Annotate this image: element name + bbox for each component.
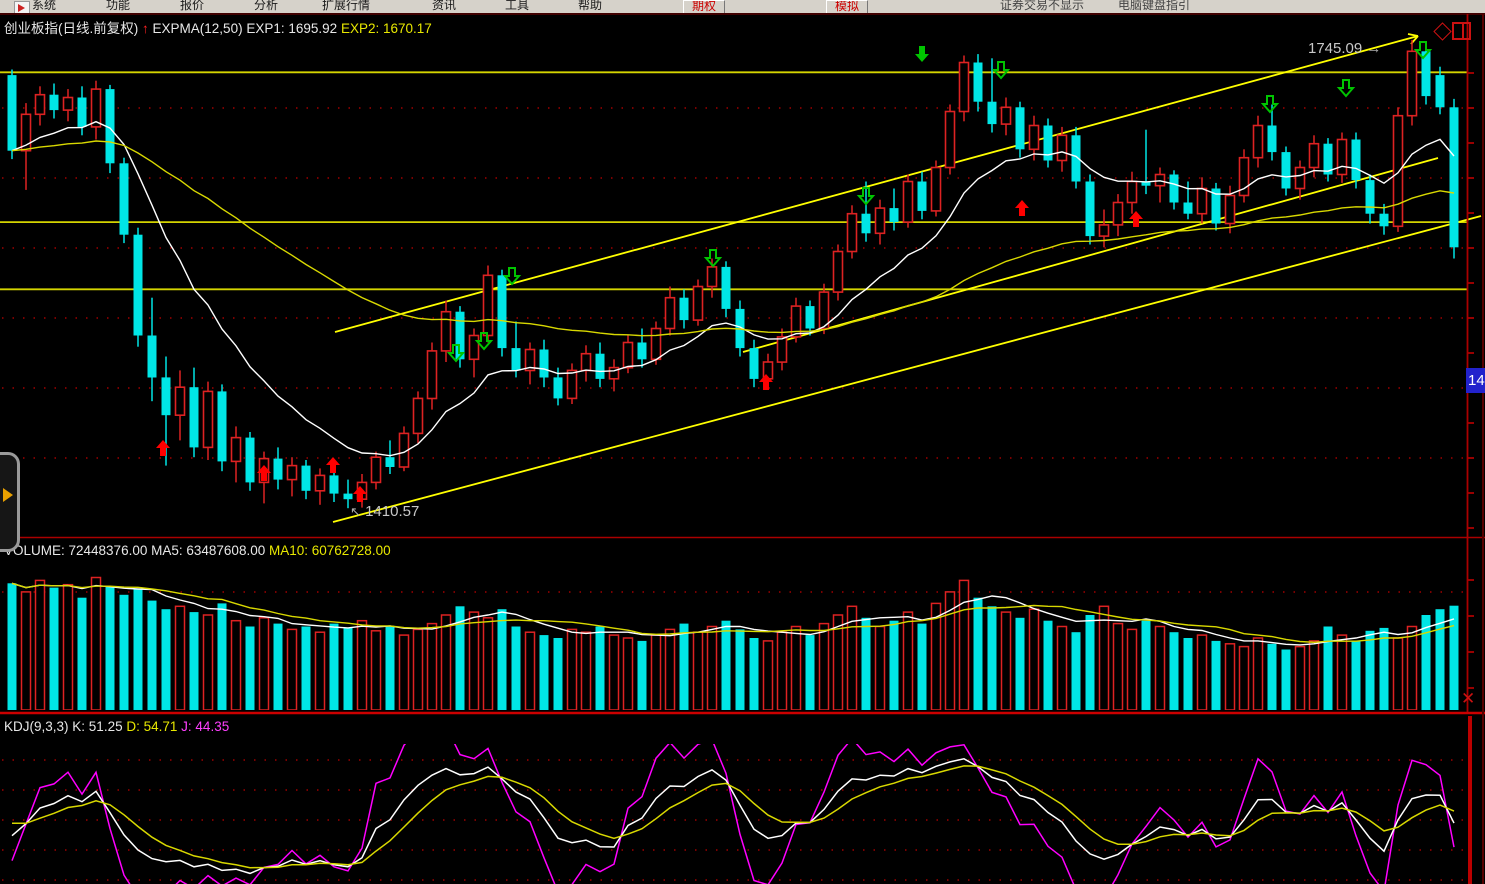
- menu-item-4[interactable]: 分析: [254, 0, 279, 12]
- sell-signal-hollow-icon: [474, 332, 494, 351]
- buy-signal-icon: [257, 465, 271, 481]
- high-price-text: 1745.09: [1308, 40, 1363, 57]
- buy-signal-icon: [1129, 211, 1143, 227]
- kdj-j-value: J: 44.35: [181, 719, 230, 734]
- symbol-title: 创业板指(日线.前复权): [4, 21, 139, 36]
- low-price-annotation: ↖ 1410.57: [350, 503, 419, 520]
- kdj-name: KDJ(9,3,3): [4, 719, 69, 734]
- sell-signal-hollow-icon: [1260, 95, 1280, 114]
- buy-signal-icon: [353, 486, 367, 502]
- buy-signal-icon: [759, 374, 773, 390]
- volume-value: VOLUME: 72448376.00: [4, 543, 148, 558]
- kdj-header: KDJ(9,3,3) K: 51.25 D: 54.71 J: 44.35: [4, 719, 229, 734]
- low-price-text: 1410.57: [365, 503, 420, 520]
- split-window-icon[interactable]: [1452, 22, 1471, 40]
- sell-signal-icon: [915, 46, 929, 62]
- menu-item-2[interactable]: 功能: [106, 0, 131, 12]
- sell-signal-hollow-icon: [856, 187, 876, 206]
- sell-signal-hollow-icon: [502, 267, 522, 286]
- sell-signal-hollow-icon: [1336, 79, 1356, 98]
- expand-left-panel-handle[interactable]: [0, 452, 20, 552]
- low-pointer-icon: ↖: [350, 504, 361, 519]
- menu-button-1[interactable]: 期权: [683, 0, 726, 13]
- exp2-value: EXP2: 1670.17: [340, 21, 432, 36]
- buy-signal-icon: [1015, 200, 1029, 216]
- sell-signal-hollow-icon: [446, 344, 466, 363]
- volume-header: VOLUME: 72448376.00 MA5: 63487608.00 MA1…: [4, 543, 391, 558]
- menu-item-8[interactable]: 帮助: [578, 0, 603, 12]
- volume-ma5-value: MA5: 63487608.00: [151, 543, 266, 558]
- kdj-lines: [11, 744, 1455, 884]
- trend-up-icon: ↑: [142, 21, 149, 36]
- volume-bars: [7, 576, 1459, 710]
- high-price-annotation: 1745.09 →: [1308, 40, 1381, 57]
- menu-bar: 系统 功能 报价 分析 扩展行情 资讯 工具 帮助 期权 模拟 证券交易不显示 电脑键盘指引: [0, 0, 1485, 14]
- menu-item-5[interactable]: 扩展行情: [322, 0, 371, 12]
- app-logo-icon: [14, 1, 30, 13]
- sell-signal-hollow-icon: [991, 61, 1011, 80]
- status-text-left: 证券交易不显示: [1000, 0, 1085, 12]
- kdj-d-value: D: 54.71: [126, 719, 178, 734]
- status-text-right: 电脑键盘指引: [1118, 0, 1191, 12]
- exp1-value: EXP1: 1695.92: [246, 21, 338, 36]
- indicator-name: EXPMA(12,50): [152, 21, 243, 36]
- menu-item-6[interactable]: 资讯: [432, 0, 457, 12]
- sell-signal-hollow-icon: [1413, 41, 1433, 60]
- last-price-axis-badge: 14: [1466, 368, 1485, 393]
- buy-signal-icon: [156, 440, 170, 456]
- kdj-k-value: K: 51.25: [72, 719, 123, 734]
- menu-item-3[interactable]: 报价: [180, 0, 205, 12]
- candles: [7, 40, 1459, 509]
- menu-item-7[interactable]: 工具: [505, 0, 530, 12]
- chart-canvas[interactable]: [0, 13, 1485, 884]
- sell-signal-hollow-icon: [703, 249, 723, 268]
- buy-signal-icon: [326, 457, 340, 473]
- menu-button-2[interactable]: 模拟: [826, 0, 869, 13]
- volume-ma10-value: MA10: 60762728.00: [268, 543, 391, 558]
- close-pane-icon[interactable]: ✕: [1461, 689, 1476, 708]
- high-pointer-icon: →: [1366, 40, 1382, 57]
- main-chart-header: 创业板指(日线.前复权) ↑ EXPMA(12,50) EXP1: 1695.9…: [4, 17, 432, 37]
- menu-item-1[interactable]: 系统: [32, 0, 57, 12]
